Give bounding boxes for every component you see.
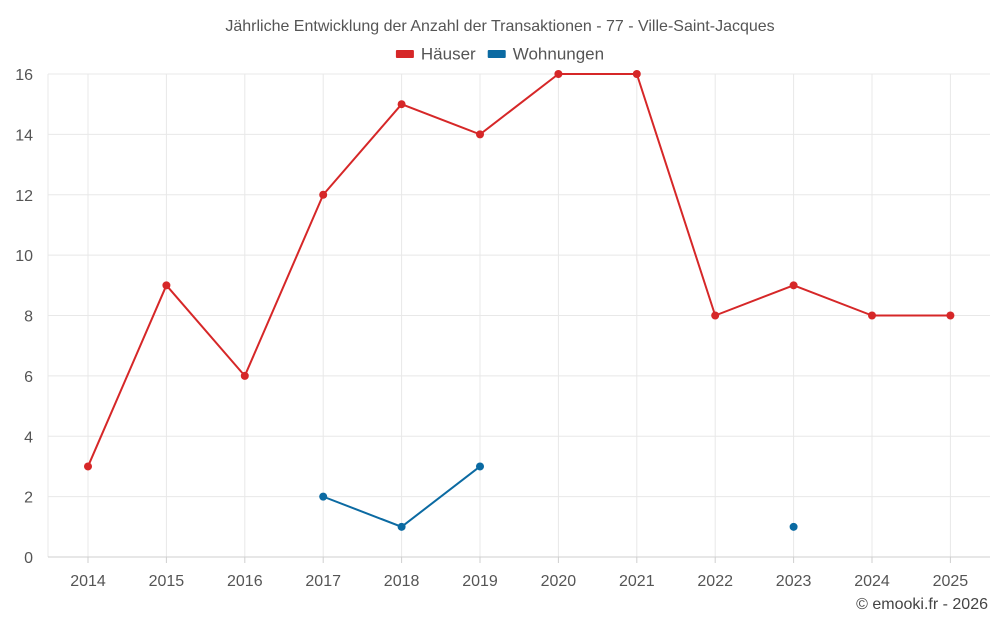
chart-title: Jährliche Entwicklung der Anzahl der Tra… bbox=[225, 18, 774, 35]
x-tick-label: 2020 bbox=[541, 573, 577, 590]
data-point[interactable] bbox=[397, 522, 406, 531]
data-point[interactable] bbox=[946, 311, 955, 320]
legend-swatch bbox=[395, 50, 414, 58]
data-point[interactable] bbox=[319, 190, 328, 199]
data-point[interactable] bbox=[476, 130, 484, 139]
y-tick-label: 8 bbox=[24, 309, 33, 326]
data-point[interactable] bbox=[476, 462, 484, 471]
y-tick-label: 12 bbox=[15, 188, 33, 205]
series-0 bbox=[84, 70, 955, 471]
axes: 0 2 4 6 8 10 12 14 16 2014 2015 2016 2017 2018 2019 202… bbox=[15, 67, 990, 590]
x-tick-label: 2022 bbox=[697, 573, 733, 590]
legend-label: Wohnungen bbox=[513, 44, 604, 63]
x-tick-label: 2018 bbox=[384, 573, 420, 590]
y-tick-label: 4 bbox=[24, 429, 33, 446]
data-point[interactable] bbox=[84, 462, 92, 471]
y-tick-label: 0 bbox=[24, 550, 33, 567]
y-tick-label: 16 bbox=[15, 67, 33, 84]
x-tick-label: 2014 bbox=[70, 573, 106, 590]
series-1 bbox=[319, 462, 798, 531]
data-point[interactable] bbox=[162, 281, 171, 290]
x-tick-label: 2017 bbox=[305, 573, 341, 590]
x-tick-label: 2016 bbox=[227, 573, 263, 590]
legend-item-1[interactable]: Wohnungen bbox=[487, 44, 604, 63]
data-point[interactable] bbox=[789, 281, 798, 290]
y-tick-label: 2 bbox=[24, 490, 33, 507]
series bbox=[84, 70, 955, 531]
y-tick-label: 10 bbox=[15, 248, 33, 265]
data-point[interactable] bbox=[632, 70, 641, 78]
legend-item-0[interactable]: Häuser bbox=[395, 44, 476, 63]
x-tick-label: 2015 bbox=[149, 573, 185, 590]
data-point[interactable] bbox=[789, 522, 798, 531]
grid bbox=[48, 73, 990, 557]
x-tick-label: 2025 bbox=[933, 573, 969, 590]
legend: Häuser Wohnungen bbox=[395, 44, 604, 63]
x-tick-label: 2024 bbox=[854, 573, 890, 590]
x-tick-label: 2023 bbox=[776, 573, 812, 590]
y-tick-label: 14 bbox=[15, 127, 33, 144]
y-tick-label: 6 bbox=[24, 369, 33, 386]
legend-label: Häuser bbox=[421, 44, 476, 63]
data-point[interactable] bbox=[711, 311, 720, 320]
data-point[interactable] bbox=[319, 492, 328, 501]
data-point[interactable] bbox=[554, 70, 563, 78]
credit-text: © emooki.fr - 2026 bbox=[856, 596, 988, 613]
data-point[interactable] bbox=[868, 311, 876, 320]
x-tick-label: 2021 bbox=[619, 573, 655, 590]
data-point[interactable] bbox=[397, 100, 406, 109]
series-line bbox=[87, 73, 951, 467]
data-point[interactable] bbox=[240, 371, 249, 380]
legend-swatch bbox=[487, 50, 506, 58]
x-tick-label: 2019 bbox=[462, 573, 498, 590]
